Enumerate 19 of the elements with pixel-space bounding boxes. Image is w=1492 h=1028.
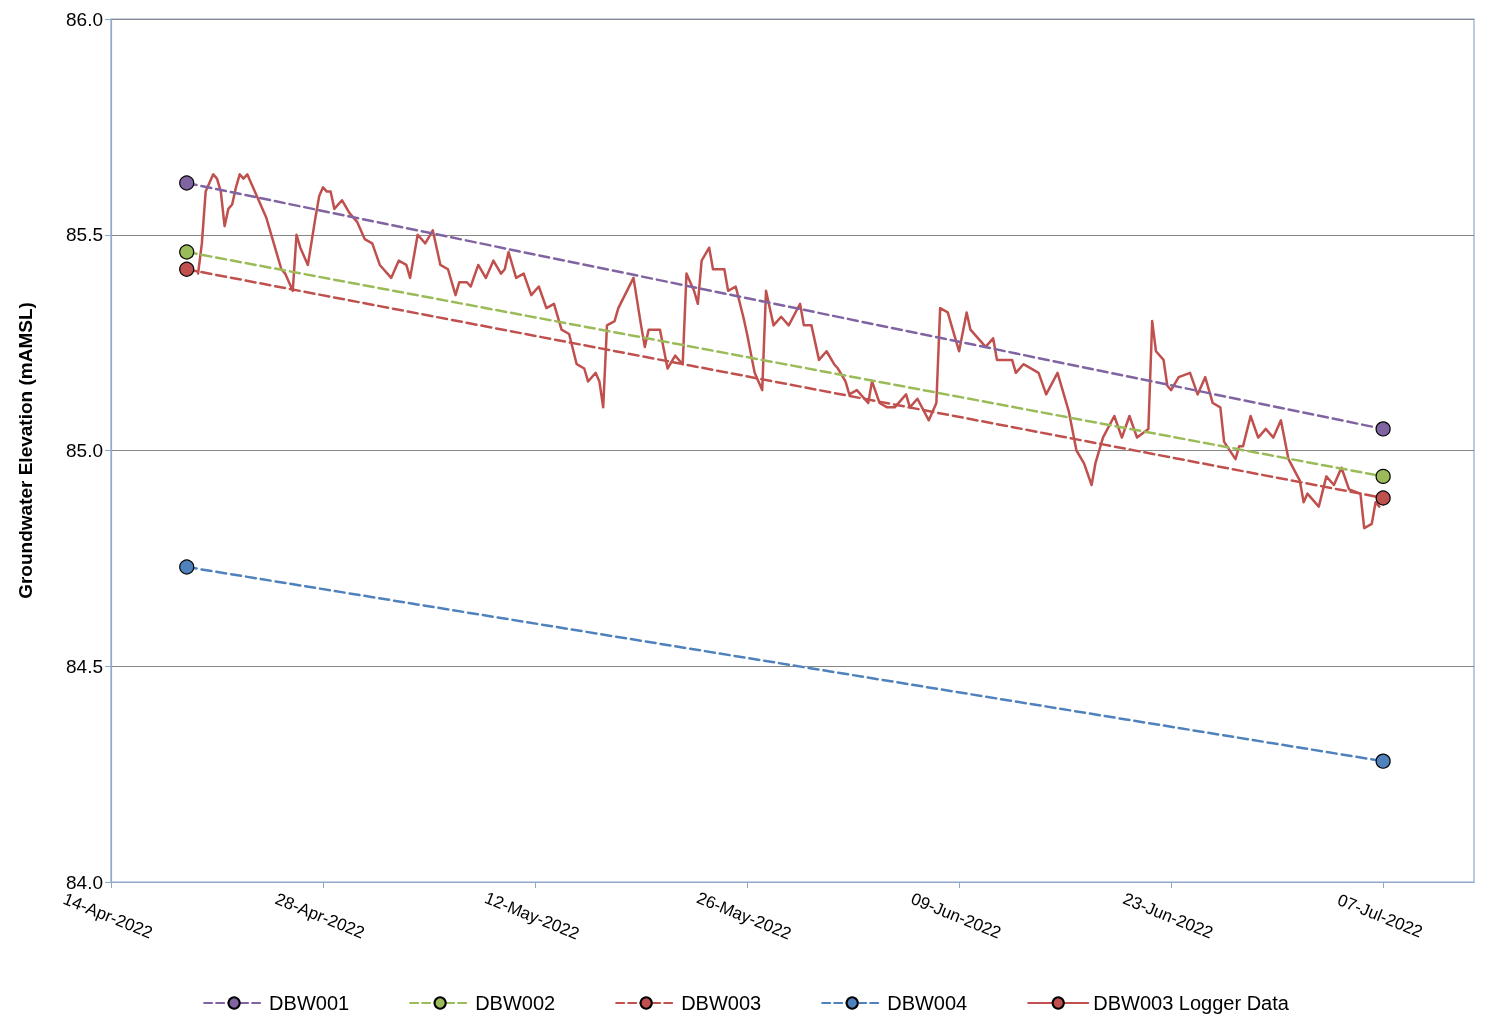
y-tick-label: 84.5 bbox=[66, 655, 103, 677]
point bbox=[179, 261, 195, 277]
point bbox=[179, 244, 195, 260]
legend-label: DBW004 bbox=[887, 992, 968, 1014]
y-tick-label: 86.0 bbox=[66, 8, 103, 30]
legend-label: DBW002 bbox=[475, 992, 556, 1014]
y-axis-title: Groundwater Elevation (mAMSL) bbox=[15, 302, 36, 599]
point bbox=[1375, 753, 1391, 769]
y-tick-label: 85.0 bbox=[66, 440, 103, 461]
y-tick-label: 85.5 bbox=[66, 224, 103, 246]
point bbox=[1375, 490, 1391, 506]
point bbox=[179, 559, 195, 575]
legend-label: DBW003 bbox=[681, 992, 762, 1014]
legend-label: DBW003 Logger Data bbox=[1093, 992, 1290, 1014]
y-tick-label: 84.0 bbox=[66, 871, 103, 893]
legend-label: DBW001 bbox=[269, 992, 350, 1014]
point bbox=[179, 175, 195, 191]
point bbox=[1375, 421, 1391, 437]
point bbox=[1375, 468, 1391, 484]
